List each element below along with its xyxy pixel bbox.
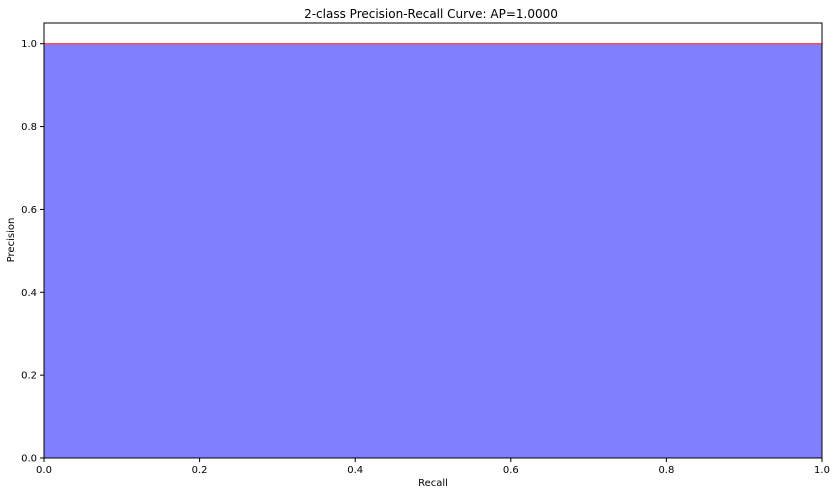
x-tick-label: 0.2 <box>192 465 208 476</box>
y-axis-label: Precision <box>6 218 17 263</box>
plot-area <box>43 22 823 459</box>
pr-area-fill <box>44 43 822 458</box>
x-tick-label: 0.4 <box>347 465 363 476</box>
area-layer <box>44 43 822 458</box>
x-tick-label: 0.8 <box>658 465 674 476</box>
x-tick-label: 0.6 <box>503 465 519 476</box>
x-tick-label: 0.0 <box>36 465 52 476</box>
x-tick-label: 1.0 <box>814 465 830 476</box>
y-tick-label: 0.6 <box>21 205 37 216</box>
x-axis: 0.0 0.2 0.4 0.6 0.8 1.0 <box>36 458 830 476</box>
plot-frame <box>43 22 823 459</box>
chart-title: 2-class Precision-Recall Curve: AP=1.000… <box>304 7 558 21</box>
y-tick-label: 0.8 <box>21 122 37 133</box>
y-tick-label: 0.0 <box>21 454 37 465</box>
y-tick-label: 0.4 <box>21 288 37 299</box>
x-axis-label: Recall <box>418 478 448 489</box>
y-axis: 0.0 0.2 0.4 0.6 0.8 1.0 <box>21 39 44 465</box>
y-tick-label: 0.2 <box>21 371 37 382</box>
y-tick-label: 1.0 <box>21 39 37 50</box>
